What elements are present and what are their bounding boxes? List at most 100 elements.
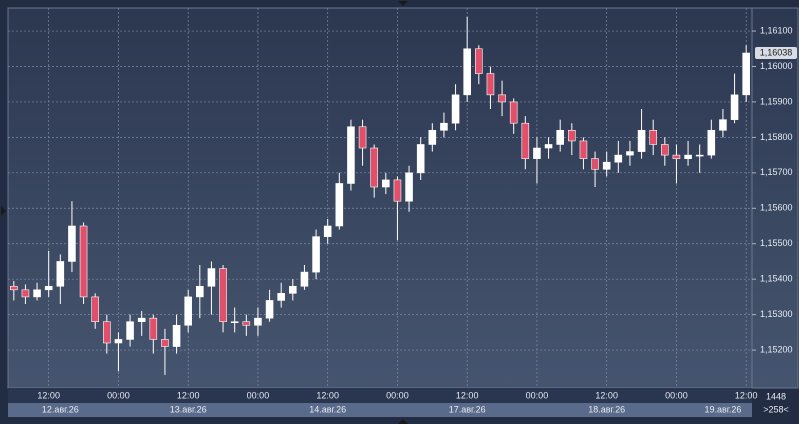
y-tick-label: 1,15200 xyxy=(760,344,793,354)
candle-body xyxy=(323,225,332,237)
candle-body xyxy=(68,225,76,262)
candle-body xyxy=(44,285,53,291)
candle-body xyxy=(416,144,425,174)
candle-body xyxy=(230,321,239,324)
candle-body xyxy=(579,140,588,159)
candle-body xyxy=(626,151,634,156)
candle-body xyxy=(556,129,564,145)
candle-body xyxy=(568,129,576,142)
candle-body xyxy=(265,300,274,319)
candle-body xyxy=(103,321,111,344)
candle-body xyxy=(289,285,297,294)
y-tick-label: 1,15900 xyxy=(760,96,793,106)
x-tick-label: 00:00 xyxy=(386,390,409,400)
y-tick-label: 1,15500 xyxy=(760,238,793,248)
candle-body xyxy=(149,317,158,340)
candle-body xyxy=(393,179,402,202)
date-label: 19.авг.26 xyxy=(704,404,741,414)
date-label: 13.авг.26 xyxy=(170,404,207,414)
candle-body xyxy=(719,119,727,131)
candle-body xyxy=(137,317,146,323)
candle-body xyxy=(335,183,344,227)
candle-body xyxy=(79,225,88,298)
candle-body xyxy=(219,268,227,323)
last-price-label: 1,16038 xyxy=(760,47,793,57)
candle-body xyxy=(242,321,251,326)
candle-body xyxy=(254,317,262,326)
x-tick-label: 00:00 xyxy=(526,390,549,400)
y-tick-label: 1,16000 xyxy=(760,61,793,71)
x-axis-area xyxy=(8,388,752,403)
x-tick-label: 12:00 xyxy=(595,390,618,400)
candle-body xyxy=(196,285,204,298)
candle-body xyxy=(614,154,623,163)
candle-body xyxy=(602,161,611,170)
candle-body xyxy=(451,94,460,124)
x-tick-label: 00:00 xyxy=(665,390,688,400)
candle-body xyxy=(661,144,669,156)
x-tick-label: 12:00 xyxy=(316,390,339,400)
date-label: 18.авг.26 xyxy=(588,404,625,414)
candle-body xyxy=(475,48,483,74)
candle-body xyxy=(533,147,541,159)
candle-body xyxy=(486,73,495,96)
y-tick-label: 1,15600 xyxy=(760,203,793,213)
date-axis-area xyxy=(8,403,752,417)
x-tick-label: 00:00 xyxy=(247,390,270,400)
y-axis-area xyxy=(751,7,799,389)
candle-body xyxy=(161,339,169,347)
top-marker xyxy=(398,1,408,6)
left-marker xyxy=(1,206,6,216)
x-tick-label: 12:00 xyxy=(37,390,60,400)
candle-body xyxy=(358,126,367,149)
candle-body xyxy=(463,48,471,96)
candle-body xyxy=(347,126,355,184)
x-tick-label: 12:00 xyxy=(735,390,758,400)
count-label[interactable]: >258< xyxy=(763,404,789,414)
x-tick-label: 12:00 xyxy=(456,390,479,400)
date-label: 14.авг.26 xyxy=(309,404,346,414)
candle-body xyxy=(312,236,320,273)
candle-body xyxy=(672,154,681,159)
candle-body xyxy=(509,101,518,124)
candle-body xyxy=(184,296,192,326)
candle-body xyxy=(695,154,704,157)
candle-body xyxy=(277,293,285,301)
candle-body xyxy=(521,122,530,159)
candle-body xyxy=(405,172,413,202)
last-price-box xyxy=(755,47,797,60)
y-tick-label: 1,15300 xyxy=(760,309,793,319)
candle-body xyxy=(684,154,692,159)
y-tick-label: 1,15800 xyxy=(760,132,793,142)
candle-body xyxy=(21,289,30,298)
candle-body xyxy=(637,129,646,152)
candle-body xyxy=(56,261,65,287)
candle-body xyxy=(544,144,553,149)
candle-body xyxy=(172,324,181,347)
candle-body xyxy=(707,129,716,156)
candle-body xyxy=(428,129,437,145)
x-tick-label: 00:00 xyxy=(107,390,130,400)
x-tick-label: 12:00 xyxy=(177,390,200,400)
plot-area xyxy=(7,7,753,389)
y-tick-label: 1,15400 xyxy=(760,274,793,284)
bottom-marker xyxy=(398,419,408,424)
candle-body xyxy=(591,158,599,170)
candle-body xyxy=(730,94,739,120)
candle-body xyxy=(382,179,390,188)
candle-body xyxy=(33,289,41,298)
candle-body xyxy=(300,271,309,287)
y-tick-label: 1,16100 xyxy=(760,25,793,35)
candle-body xyxy=(91,296,99,323)
candle-body xyxy=(649,129,657,145)
candle-body xyxy=(742,52,750,96)
candle-body xyxy=(370,147,378,188)
date-label: 17.авг.26 xyxy=(449,404,486,414)
candle-body xyxy=(10,285,18,291)
y-tick-label: 1,15700 xyxy=(760,167,793,177)
candle-body xyxy=(440,122,448,131)
candle-body xyxy=(207,268,216,287)
candle-body xyxy=(126,321,134,340)
candle-body xyxy=(498,94,506,103)
